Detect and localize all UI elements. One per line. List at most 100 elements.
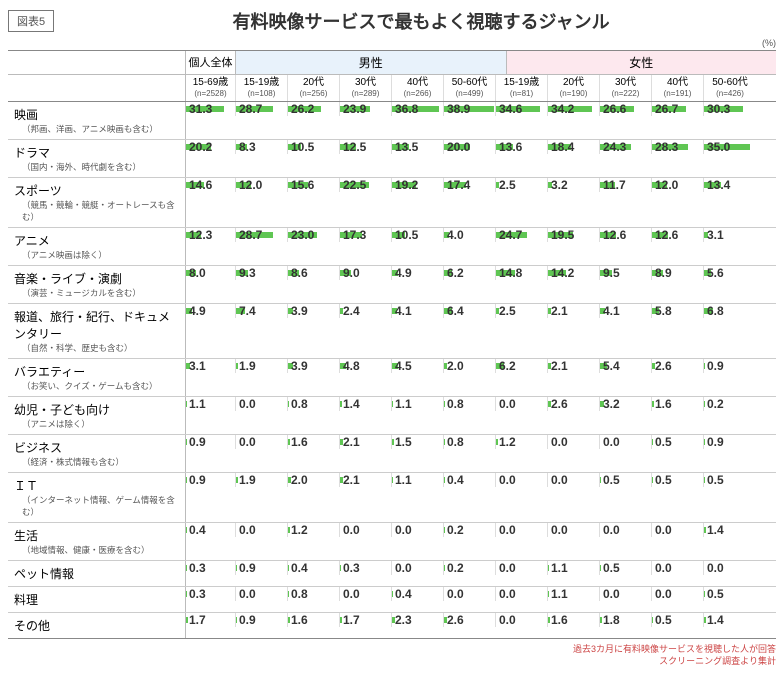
data-cell: 12.5	[340, 140, 392, 154]
table-row: ドラマ（国内・海外、時代劇を含む）20.28.310.512.513.520.0…	[8, 140, 776, 178]
data-cell: 34.6	[496, 102, 548, 116]
data-cell: 1.7	[340, 613, 392, 627]
row-label: ペット情報	[8, 561, 186, 586]
data-cell: 0.5	[704, 587, 756, 601]
chart-header: 図表5 有料映像サービスで最もよく視聴するジャンル	[8, 8, 776, 34]
data-cell: 0.8	[288, 587, 340, 601]
data-cell: 38.9	[444, 102, 496, 116]
data-cell: 0.4	[288, 561, 340, 575]
col-header: 30代(n=289)	[340, 75, 392, 101]
data-cell: 6.8	[704, 304, 756, 318]
data-cell: 3.1	[186, 359, 236, 373]
data-cell: 9.5	[600, 266, 652, 280]
data-cell: 1.1	[186, 397, 236, 411]
data-cell: 0.0	[652, 561, 704, 575]
data-cell: 1.9	[236, 473, 288, 487]
data-cell: 23.0	[288, 228, 340, 242]
data-cell: 13.4	[704, 178, 756, 192]
data-cell: 24.3	[600, 140, 652, 154]
data-cell: 19.5	[548, 228, 600, 242]
data-cell: 1.6	[652, 397, 704, 411]
data-cell: 2.5	[496, 178, 548, 192]
data-cell: 4.1	[392, 304, 444, 318]
data-cell: 0.0	[548, 473, 600, 487]
data-cell: 0.0	[392, 523, 444, 537]
data-cell: 18.4	[548, 140, 600, 154]
data-cell: 4.1	[600, 304, 652, 318]
data-cell: 2.0	[288, 473, 340, 487]
col-header: 20代(n=190)	[548, 75, 600, 101]
data-cell: 2.5	[496, 304, 548, 318]
data-cell: 5.8	[652, 304, 704, 318]
data-cell: 13.5	[392, 140, 444, 154]
data-cell: 12.0	[236, 178, 288, 192]
data-cell: 24.7	[496, 228, 548, 242]
data-cell: 3.9	[288, 304, 340, 318]
data-cell: 26.7	[652, 102, 704, 116]
data-cell: 10.5	[288, 140, 340, 154]
data-cell: 3.2	[548, 178, 600, 192]
data-cell: 2.0	[444, 359, 496, 373]
data-cell: 0.5	[600, 561, 652, 575]
col-header: 15-69歳(n=2528)	[186, 75, 236, 101]
data-cell: 8.6	[288, 266, 340, 280]
data-cell: 28.3	[652, 140, 704, 154]
data-cell: 22.5	[340, 178, 392, 192]
data-cell: 12.0	[652, 178, 704, 192]
data-cell: 6.4	[444, 304, 496, 318]
data-cell: 2.1	[548, 359, 600, 373]
data-cell: 0.0	[340, 523, 392, 537]
data-cell: 4.0	[444, 228, 496, 242]
data-cell: 23.9	[340, 102, 392, 116]
data-cell: 0.3	[186, 587, 236, 601]
row-label: ビジネス（経済・株式情報も含む）	[8, 435, 186, 472]
unit-label: (%)	[8, 38, 776, 48]
data-cell: 0.0	[340, 587, 392, 601]
data-cell: 12.6	[600, 228, 652, 242]
col-header: 15-19歳(n=108)	[236, 75, 288, 101]
data-cell: 2.6	[548, 397, 600, 411]
data-cell: 0.9	[236, 613, 288, 627]
data-cell: 6.2	[496, 359, 548, 373]
col-header: 30代(n=222)	[600, 75, 652, 101]
table-row: ビジネス（経済・株式情報も含む）0.90.01.62.11.50.81.20.0…	[8, 435, 776, 473]
data-cell: 15.6	[288, 178, 340, 192]
data-cell: 20.0	[444, 140, 496, 154]
group-male: 男性	[236, 51, 507, 74]
row-label: 料理	[8, 587, 186, 612]
footnote: 過去3カ月に有料映像サービスを視聴した人が回答スクリーニング調査より集計	[8, 643, 776, 668]
data-cell: 12.3	[186, 228, 236, 242]
data-cell: 2.4	[340, 304, 392, 318]
data-cell: 3.2	[600, 397, 652, 411]
col-header: 50-60代(n=426)	[704, 75, 756, 101]
row-label: スポーツ（競馬・競輪・競艇・オートレースも含む）	[8, 178, 186, 227]
data-cell: 0.3	[186, 561, 236, 575]
group-header-row: 個人全体 男性 女性	[8, 51, 776, 75]
data-cell: 0.0	[236, 435, 288, 449]
data-cell: 0.8	[444, 397, 496, 411]
data-cell: 14.6	[186, 178, 236, 192]
row-label: 報道、旅行・紀行、ドキュメンタリー（自然・科学、歴史も含む）	[8, 304, 186, 358]
data-cell: 0.5	[652, 613, 704, 627]
row-label: その他	[8, 613, 186, 638]
figure-badge: 図表5	[8, 10, 54, 32]
table-row: 料理0.30.00.80.00.40.00.01.10.00.00.5	[8, 587, 776, 613]
data-cell: 4.5	[392, 359, 444, 373]
data-cell: 0.3	[340, 561, 392, 575]
data-cell: 0.8	[288, 397, 340, 411]
data-cell: 0.0	[496, 473, 548, 487]
data-cell: 1.6	[548, 613, 600, 627]
col-header: 15-19歳(n=81)	[496, 75, 548, 101]
table-row: 報道、旅行・紀行、ドキュメンタリー（自然・科学、歴史も含む）4.97.43.92…	[8, 304, 776, 359]
group-female: 女性	[507, 51, 777, 74]
data-table: 個人全体 男性 女性 15-69歳(n=2528)15-19歳(n=108) 20…	[8, 50, 776, 639]
data-cell: 2.6	[444, 613, 496, 627]
col-header: 50-60代(n=499)	[444, 75, 496, 101]
data-cell: 31.3	[186, 102, 236, 116]
data-cell: 20.2	[186, 140, 236, 154]
data-cell: 0.2	[444, 561, 496, 575]
data-cell: 1.6	[288, 435, 340, 449]
data-cell: 19.2	[392, 178, 444, 192]
table-row: 映画（邦画、洋画、アニメ映画も含む）31.328.726.223.936.838…	[8, 102, 776, 140]
col-header: 40代(n=191)	[652, 75, 704, 101]
